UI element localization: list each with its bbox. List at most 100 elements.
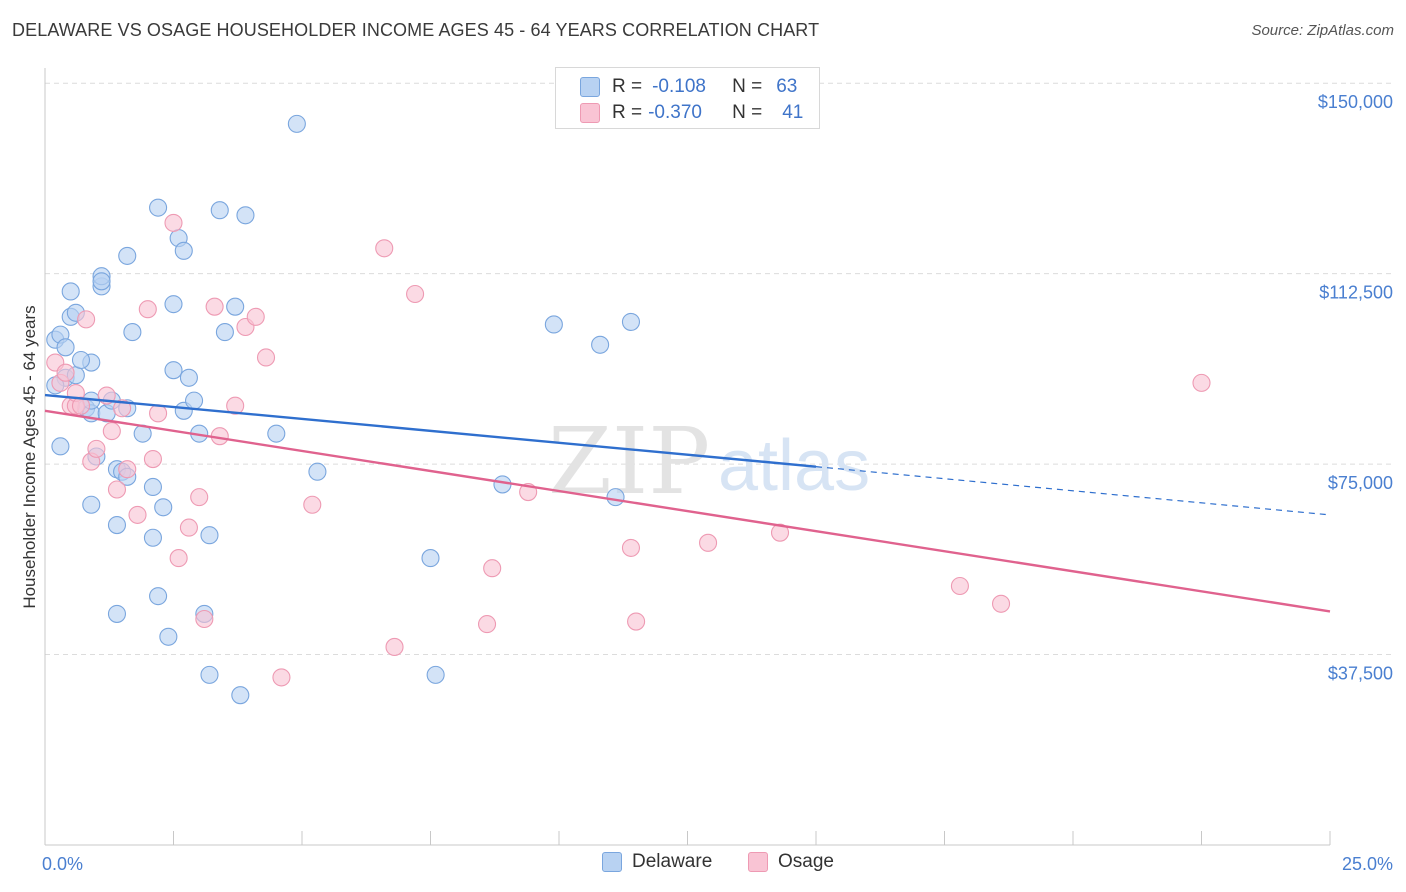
bottom-legend-label: Delaware — [632, 851, 713, 872]
bottom-legend-osage: Osage — [748, 851, 834, 873]
axes — [44, 68, 1331, 846]
osage-point — [272, 668, 291, 687]
y-tick-label: $112,500 — [1319, 283, 1393, 303]
delaware-point — [118, 246, 137, 265]
delaware-swatch — [580, 77, 600, 97]
delaware-point — [185, 391, 204, 410]
delaware-trend-extension — [815, 466, 1331, 516]
delaware-trend-line — [44, 393, 817, 468]
delaware-swatch — [602, 852, 622, 872]
osage-point — [1192, 373, 1211, 392]
delaware-point — [215, 323, 234, 342]
osage-point — [699, 533, 718, 552]
osage-swatch — [748, 852, 768, 872]
osage-point — [113, 399, 132, 418]
delaware-point — [149, 198, 168, 217]
osage-point — [102, 422, 121, 441]
osage-point — [477, 615, 497, 634]
delaware-point — [426, 665, 445, 684]
delaware-point — [107, 516, 127, 535]
delaware-point — [606, 488, 625, 507]
legend-row-delaware: R = -0.108 N = 63 — [580, 75, 797, 99]
delaware-point — [61, 282, 80, 301]
delaware-point — [71, 350, 91, 370]
osage-point — [205, 297, 224, 316]
osage-point — [621, 538, 641, 557]
legend-n-label: N = — [732, 76, 763, 97]
osage-point — [179, 518, 198, 537]
delaware-point — [174, 241, 193, 260]
osage-point — [87, 439, 106, 458]
legend-n-value: 63 — [776, 76, 798, 97]
delaware-point — [621, 312, 641, 331]
delaware-point — [107, 604, 127, 623]
delaware-point — [143, 477, 162, 497]
bottom-legend-delaware: Delaware — [602, 851, 712, 873]
delaware-point — [231, 686, 250, 705]
osage-point — [118, 460, 137, 479]
osage-point — [107, 480, 127, 499]
delaware-point — [591, 335, 610, 354]
watermark-zip: ZIP — [548, 408, 710, 515]
delaware-point — [92, 272, 111, 291]
delaware-point — [267, 424, 286, 443]
legend-r-value: -0.370 — [648, 102, 702, 123]
osage-point — [627, 612, 646, 631]
osage-point — [226, 396, 245, 415]
delaware-point — [210, 201, 229, 220]
osage-point — [77, 310, 96, 329]
watermark: ZIP atlas — [548, 408, 870, 515]
x-tick-label: 25.0% — [1342, 854, 1393, 874]
trend-lines — [44, 393, 1331, 613]
osage-point — [195, 609, 214, 629]
delaware-point — [143, 528, 162, 547]
delaware-point — [226, 297, 245, 316]
osage-point — [256, 348, 276, 367]
source-label: Source: ZipAtlas.com — [1251, 22, 1394, 39]
delaware-point — [51, 437, 70, 456]
delaware-point — [200, 665, 219, 684]
osage-point — [169, 549, 188, 568]
grid — [45, 82, 1395, 656]
delaware-point — [236, 206, 255, 225]
osage-point — [950, 576, 969, 596]
chart-title: DELAWARE VS OSAGE HOUSEHOLDER INCOME AGE… — [12, 20, 820, 40]
delaware-point — [154, 498, 173, 517]
osage-point — [164, 213, 183, 232]
delaware-point — [179, 368, 198, 387]
osage-point — [303, 495, 322, 514]
legend-r-label: R = — [612, 102, 643, 123]
delaware-point — [123, 323, 142, 342]
y-tick-label: $37,500 — [1328, 664, 1393, 684]
watermark-atlas: atlas — [718, 426, 870, 506]
osage-point — [406, 284, 425, 304]
tick-labels: $37,500 $75,000 $112,500 $150,000 0.0% 25.0% — [42, 92, 1393, 874]
osage-point — [149, 404, 168, 423]
y-tick-label: $150,000 — [1318, 92, 1393, 112]
y-axis-label: Householder Income Ages 45 - 64 years — [20, 305, 39, 608]
delaware-point — [149, 587, 168, 606]
osage-point — [56, 363, 75, 382]
delaware-point — [164, 361, 183, 380]
delaware-point — [56, 338, 75, 357]
osage-point — [190, 488, 209, 507]
bottom-legend-label: Osage — [778, 851, 834, 872]
delaware-point — [544, 315, 563, 334]
delaware-point — [164, 295, 183, 314]
delaware-point — [82, 495, 101, 514]
osage-point — [138, 300, 157, 319]
legend-n-value: 41 — [782, 102, 804, 123]
osage-swatch — [580, 103, 600, 123]
legend-r-value: -0.108 — [652, 76, 706, 97]
osage-point — [143, 449, 162, 469]
delaware-point — [287, 114, 306, 133]
osage-point — [128, 505, 147, 524]
delaware-point — [493, 475, 512, 494]
osage-trend-line — [44, 409, 1331, 613]
x-tick-label: 0.0% — [42, 854, 83, 874]
legend: R = -0.108 N = 63 R = -0.370 N = 41 — [555, 67, 820, 129]
delaware-point — [159, 627, 178, 646]
delaware-point — [421, 549, 440, 568]
osage-point — [246, 307, 265, 326]
